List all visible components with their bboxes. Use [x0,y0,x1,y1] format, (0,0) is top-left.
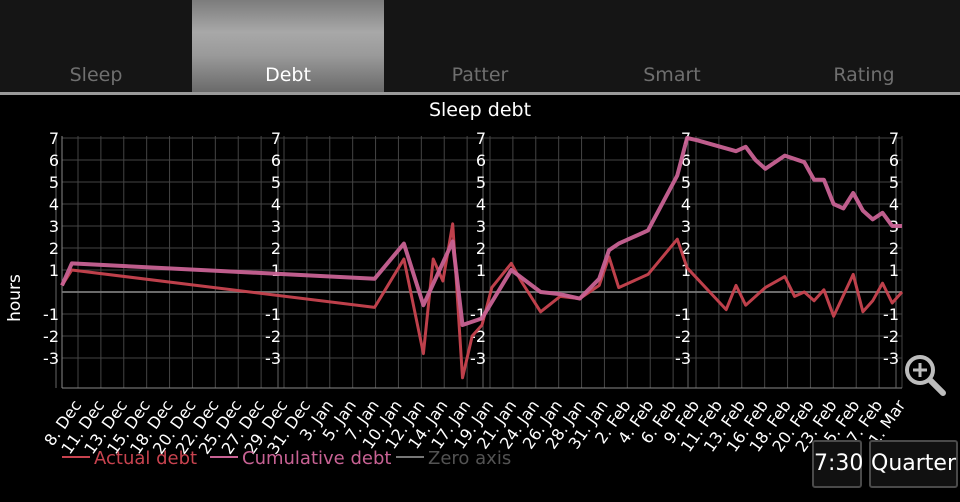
tab-label: Debt [265,64,311,86]
tab-sleep[interactable]: Sleep [0,0,192,92]
y-tick-label: 5 [476,173,486,192]
y-tick-label: 2 [271,239,281,258]
y-tick-label: 1 [889,261,899,280]
y-tick-label: 6 [889,151,899,170]
y-tick-label: 6 [49,151,59,170]
y-tick-labels: 7 6 5 4 3 2 1 -1 -2 -3 7 6 5 4 3 2 1 -1 -2 -3 7 6 5 4 3 2 1 -1 -2 -3 7… [43,129,899,388]
y-tick-label: 5 [889,173,899,192]
y-tick-label: -3 [43,349,59,368]
y-tick-label: 4 [681,195,691,214]
y-tick-label: -2 [43,327,59,346]
y-tick-label: -2 [883,327,899,346]
tab-bar: Sleep Debt Patter Smart Rating [0,0,960,92]
alarm-time-button[interactable]: 7:30 [812,440,863,488]
chart-title: Sleep debt [429,99,531,121]
chart-legend: Actual debt Cumulative debt Zero axis [62,448,511,469]
chart-series [60,136,904,380]
y-tick-label: 2 [681,239,691,258]
legend-entry: Actual debt [94,448,197,469]
legend-entry: Cumulative debt [242,448,391,469]
y-tick-label: 4 [49,195,59,214]
y-tick-label: 6 [681,151,691,170]
y-axis-label: hours [5,274,25,322]
y-tick-label: 7 [49,129,59,148]
y-tick-label: 7 [889,129,899,148]
y-tick-label: 7 [476,129,486,148]
y-tick-label: 5 [49,173,59,192]
y-tick-label: 2 [49,239,59,258]
tab-label: Sleep [69,64,123,86]
y-tick-label: -3 [675,349,691,368]
y-tick-label: -2 [265,327,281,346]
y-tick-label: 3 [476,217,486,236]
series-line-actual [60,222,904,380]
sleep-debt-chart[interactable]: Sleep debt hours 7 6 5 4 3 2 1 -1 -2 -3 7 6 5 4 3 2 1 -1 -… [0,95,960,502]
legend-entry: Zero axis [428,448,511,469]
y-tick-label: 5 [681,173,691,192]
tab-debt[interactable]: Debt [192,0,384,92]
y-tick-label: 1 [476,261,486,280]
y-tick-label: 1 [681,261,691,280]
y-tick-label: 3 [49,217,59,236]
y-tick-label: 2 [476,239,486,258]
series-line-cumulative [60,136,902,327]
tab-rating[interactable]: Rating [768,0,960,92]
y-tick-label: 3 [681,217,691,236]
zoom-in-icon[interactable] [900,350,948,398]
tab-label: Smart [643,64,701,86]
y-tick-label: -3 [265,349,281,368]
period-button[interactable]: Quarter [869,440,958,488]
y-tick-label: 7 [271,129,281,148]
tab-smart[interactable]: Smart [576,0,768,92]
y-tick-label: -1 [265,305,281,324]
y-tick-label: -3 [883,349,899,368]
tab-patter[interactable]: Patter [384,0,576,92]
y-tick-label: 2 [889,239,899,258]
y-tick-label: 4 [889,195,899,214]
y-tick-label: 1 [271,261,281,280]
y-tick-label: 5 [271,173,281,192]
y-tick-label: -1 [675,305,691,324]
y-tick-label: 6 [271,151,281,170]
tab-label: Patter [451,64,509,86]
y-tick-label: -3 [470,349,486,368]
y-tick-label: -2 [675,327,691,346]
y-tick-label: 1 [49,261,59,280]
y-tick-label: 4 [476,195,486,214]
tab-indicator-line [0,92,960,95]
y-tick-label: 4 [271,195,281,214]
tab-label: Rating [833,64,895,86]
y-tick-label: 6 [476,151,486,170]
y-tick-label: -1 [883,305,899,324]
y-tick-label: 3 [271,217,281,236]
y-tick-label: -1 [43,305,59,324]
